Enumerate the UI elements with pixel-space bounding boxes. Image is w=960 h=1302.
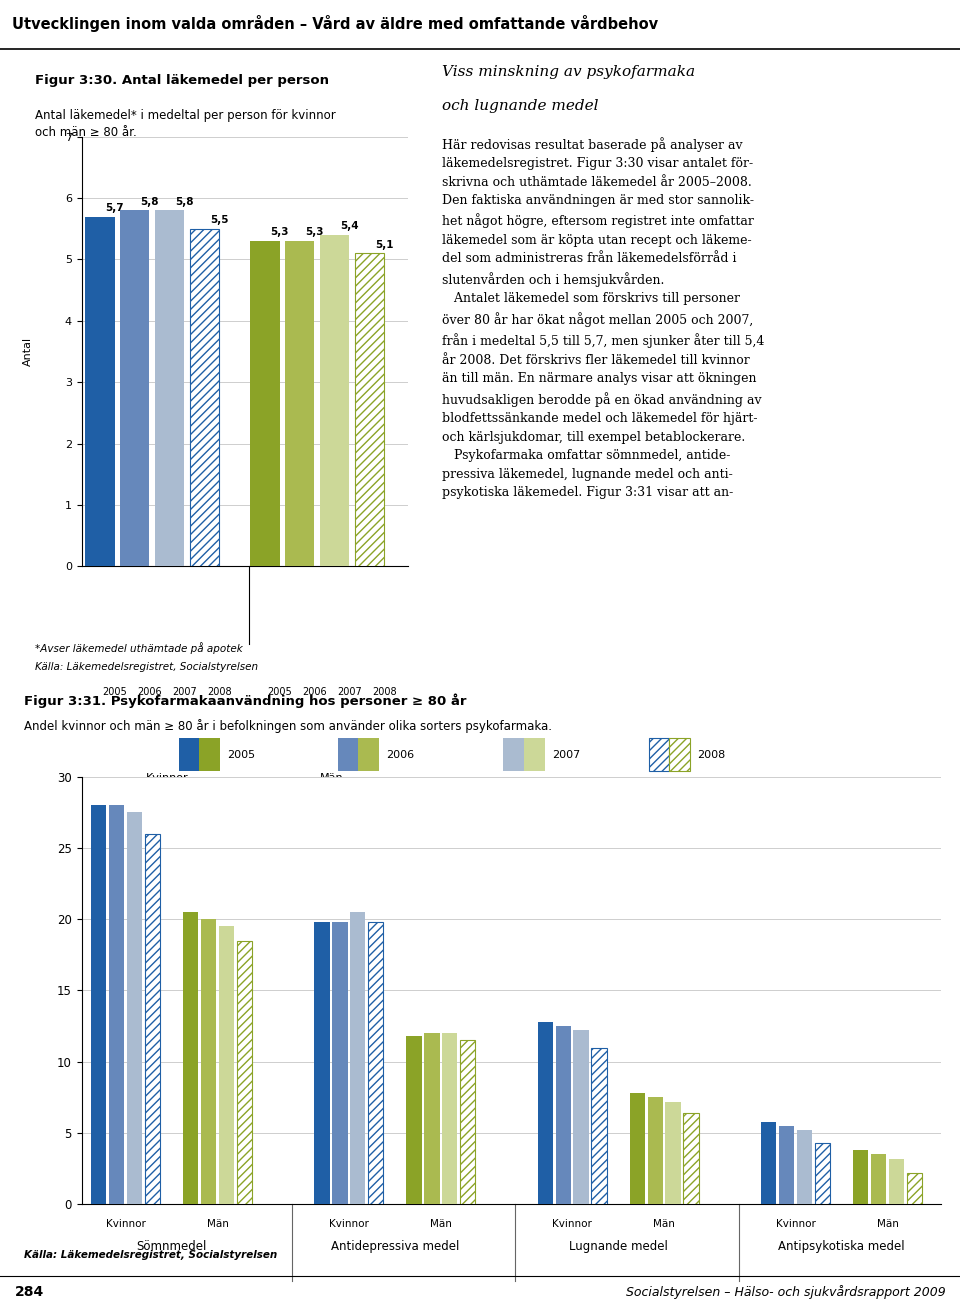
Text: 2008: 2008 <box>697 750 725 759</box>
Bar <box>460 1040 475 1204</box>
Text: 5,7: 5,7 <box>106 203 124 212</box>
Text: 5,8: 5,8 <box>140 197 158 207</box>
Bar <box>871 1155 886 1204</box>
Text: 2006: 2006 <box>386 750 414 759</box>
Bar <box>665 1101 681 1204</box>
Text: 2005: 2005 <box>267 686 292 697</box>
Y-axis label: Antal: Antal <box>23 337 33 366</box>
Bar <box>285 241 315 566</box>
Text: Kvinnor: Kvinnor <box>776 1219 815 1229</box>
Text: Källa: Läkemedelsregistret, Socialstyrelsen: Källa: Läkemedelsregistret, Socialstyrel… <box>35 663 258 672</box>
Text: 2007: 2007 <box>552 750 580 759</box>
Bar <box>538 1022 553 1204</box>
Bar <box>648 1098 663 1204</box>
Bar <box>85 216 114 566</box>
Bar <box>556 1026 571 1204</box>
Bar <box>630 1094 645 1204</box>
Bar <box>779 1126 794 1204</box>
Text: 2006: 2006 <box>302 686 326 697</box>
Bar <box>251 241 279 566</box>
Bar <box>853 1150 869 1204</box>
Text: Utvecklingen inom valda områden – Vård av äldre med omfattande vårdbehov: Utvecklingen inom valda områden – Vård a… <box>12 14 658 33</box>
Bar <box>190 229 219 566</box>
Text: 5,3: 5,3 <box>271 228 289 237</box>
Bar <box>237 940 252 1204</box>
Bar <box>350 913 366 1204</box>
Bar <box>219 926 234 1204</box>
Text: Män: Män <box>320 772 344 783</box>
Bar <box>424 1034 440 1204</box>
Text: Andel kvinnor och män ≥ 80 år i befolkningen som använder olika sorters psykofar: Andel kvinnor och män ≥ 80 år i befolkni… <box>24 720 552 733</box>
Text: Kvinnor: Kvinnor <box>329 1219 369 1229</box>
Text: Viss minskning av psykofarmaka: Viss minskning av psykofarmaka <box>442 65 695 79</box>
Text: *Avser läkemedel uthämtade på apotek: *Avser läkemedel uthämtade på apotek <box>35 642 243 654</box>
Text: Män: Män <box>653 1219 675 1229</box>
Bar <box>669 738 690 771</box>
Text: 5,5: 5,5 <box>210 215 228 225</box>
Bar <box>591 1048 607 1204</box>
Bar <box>368 922 383 1204</box>
Text: Kvinnor: Kvinnor <box>146 772 188 783</box>
Bar <box>358 738 379 771</box>
Text: Figur 3:30. Antal läkemedel per person: Figur 3:30. Antal läkemedel per person <box>35 74 329 87</box>
Text: 5,3: 5,3 <box>305 228 324 237</box>
Bar <box>443 1034 458 1204</box>
Text: 5,8: 5,8 <box>175 197 194 207</box>
Bar <box>797 1130 812 1204</box>
Bar <box>684 1113 699 1204</box>
Bar <box>201 919 216 1204</box>
Bar <box>338 738 358 771</box>
Text: Källa: Läkemedelsregistret, Socialstyrelsen: Källa: Läkemedelsregistret, Socialstyrel… <box>24 1250 277 1259</box>
Bar <box>649 738 669 771</box>
Bar <box>108 805 124 1204</box>
Text: Män: Män <box>876 1219 899 1229</box>
Bar <box>127 812 142 1204</box>
Text: 2008: 2008 <box>372 686 396 697</box>
Text: Män: Män <box>206 1219 228 1229</box>
Bar <box>200 738 220 771</box>
Bar <box>503 738 524 771</box>
Text: och lugnande medel: och lugnande medel <box>442 99 598 113</box>
Bar <box>183 913 199 1204</box>
Text: 2007: 2007 <box>172 686 197 697</box>
Bar <box>406 1036 421 1204</box>
Text: Här redovisas resultat baserade på analyser av
läkemedelsregistret. Figur 3:30 v: Här redovisas resultat baserade på analy… <box>442 137 764 499</box>
Bar <box>761 1121 777 1204</box>
Text: Män: Män <box>430 1219 452 1229</box>
Text: 2008: 2008 <box>206 686 231 697</box>
Bar <box>906 1173 922 1204</box>
Text: Kvinnor: Kvinnor <box>552 1219 592 1229</box>
Bar <box>179 738 200 771</box>
Text: 284: 284 <box>14 1285 43 1299</box>
Text: Figur 3:31. Psykofarmakaanvändning hos personer ≥ 80 år: Figur 3:31. Psykofarmakaanvändning hos p… <box>24 693 467 707</box>
Text: Lugnande medel: Lugnande medel <box>568 1240 667 1253</box>
Bar <box>155 211 184 566</box>
Bar <box>320 234 349 566</box>
Bar <box>524 738 545 771</box>
Text: Kvinnor: Kvinnor <box>106 1219 145 1229</box>
Text: Socialstyrelsen – Hälso- och sjukvårdsrapport 2009: Socialstyrelsen – Hälso- och sjukvårdsra… <box>626 1285 946 1299</box>
Bar <box>314 922 329 1204</box>
Text: 5,4: 5,4 <box>340 221 359 232</box>
Text: Antidepressiva medel: Antidepressiva medel <box>330 1240 459 1253</box>
Text: 2006: 2006 <box>137 686 161 697</box>
Bar <box>332 922 348 1204</box>
Bar <box>573 1030 588 1204</box>
Bar <box>120 211 150 566</box>
Text: 2007: 2007 <box>337 686 362 697</box>
Bar <box>815 1143 830 1204</box>
Text: Sömnmedel: Sömnmedel <box>136 1240 206 1253</box>
Bar <box>889 1159 904 1204</box>
Bar <box>91 805 107 1204</box>
Text: 2005: 2005 <box>102 686 127 697</box>
Bar <box>355 254 384 566</box>
Text: Antal läkemedel* i medeltal per person för kvinnor
och män ≥ 80 år.: Antal läkemedel* i medeltal per person f… <box>35 108 336 138</box>
Text: Antipsykotiska medel: Antipsykotiska medel <box>779 1240 905 1253</box>
Bar <box>145 833 160 1204</box>
Text: 2005: 2005 <box>227 750 255 759</box>
Text: 5,1: 5,1 <box>375 240 394 250</box>
